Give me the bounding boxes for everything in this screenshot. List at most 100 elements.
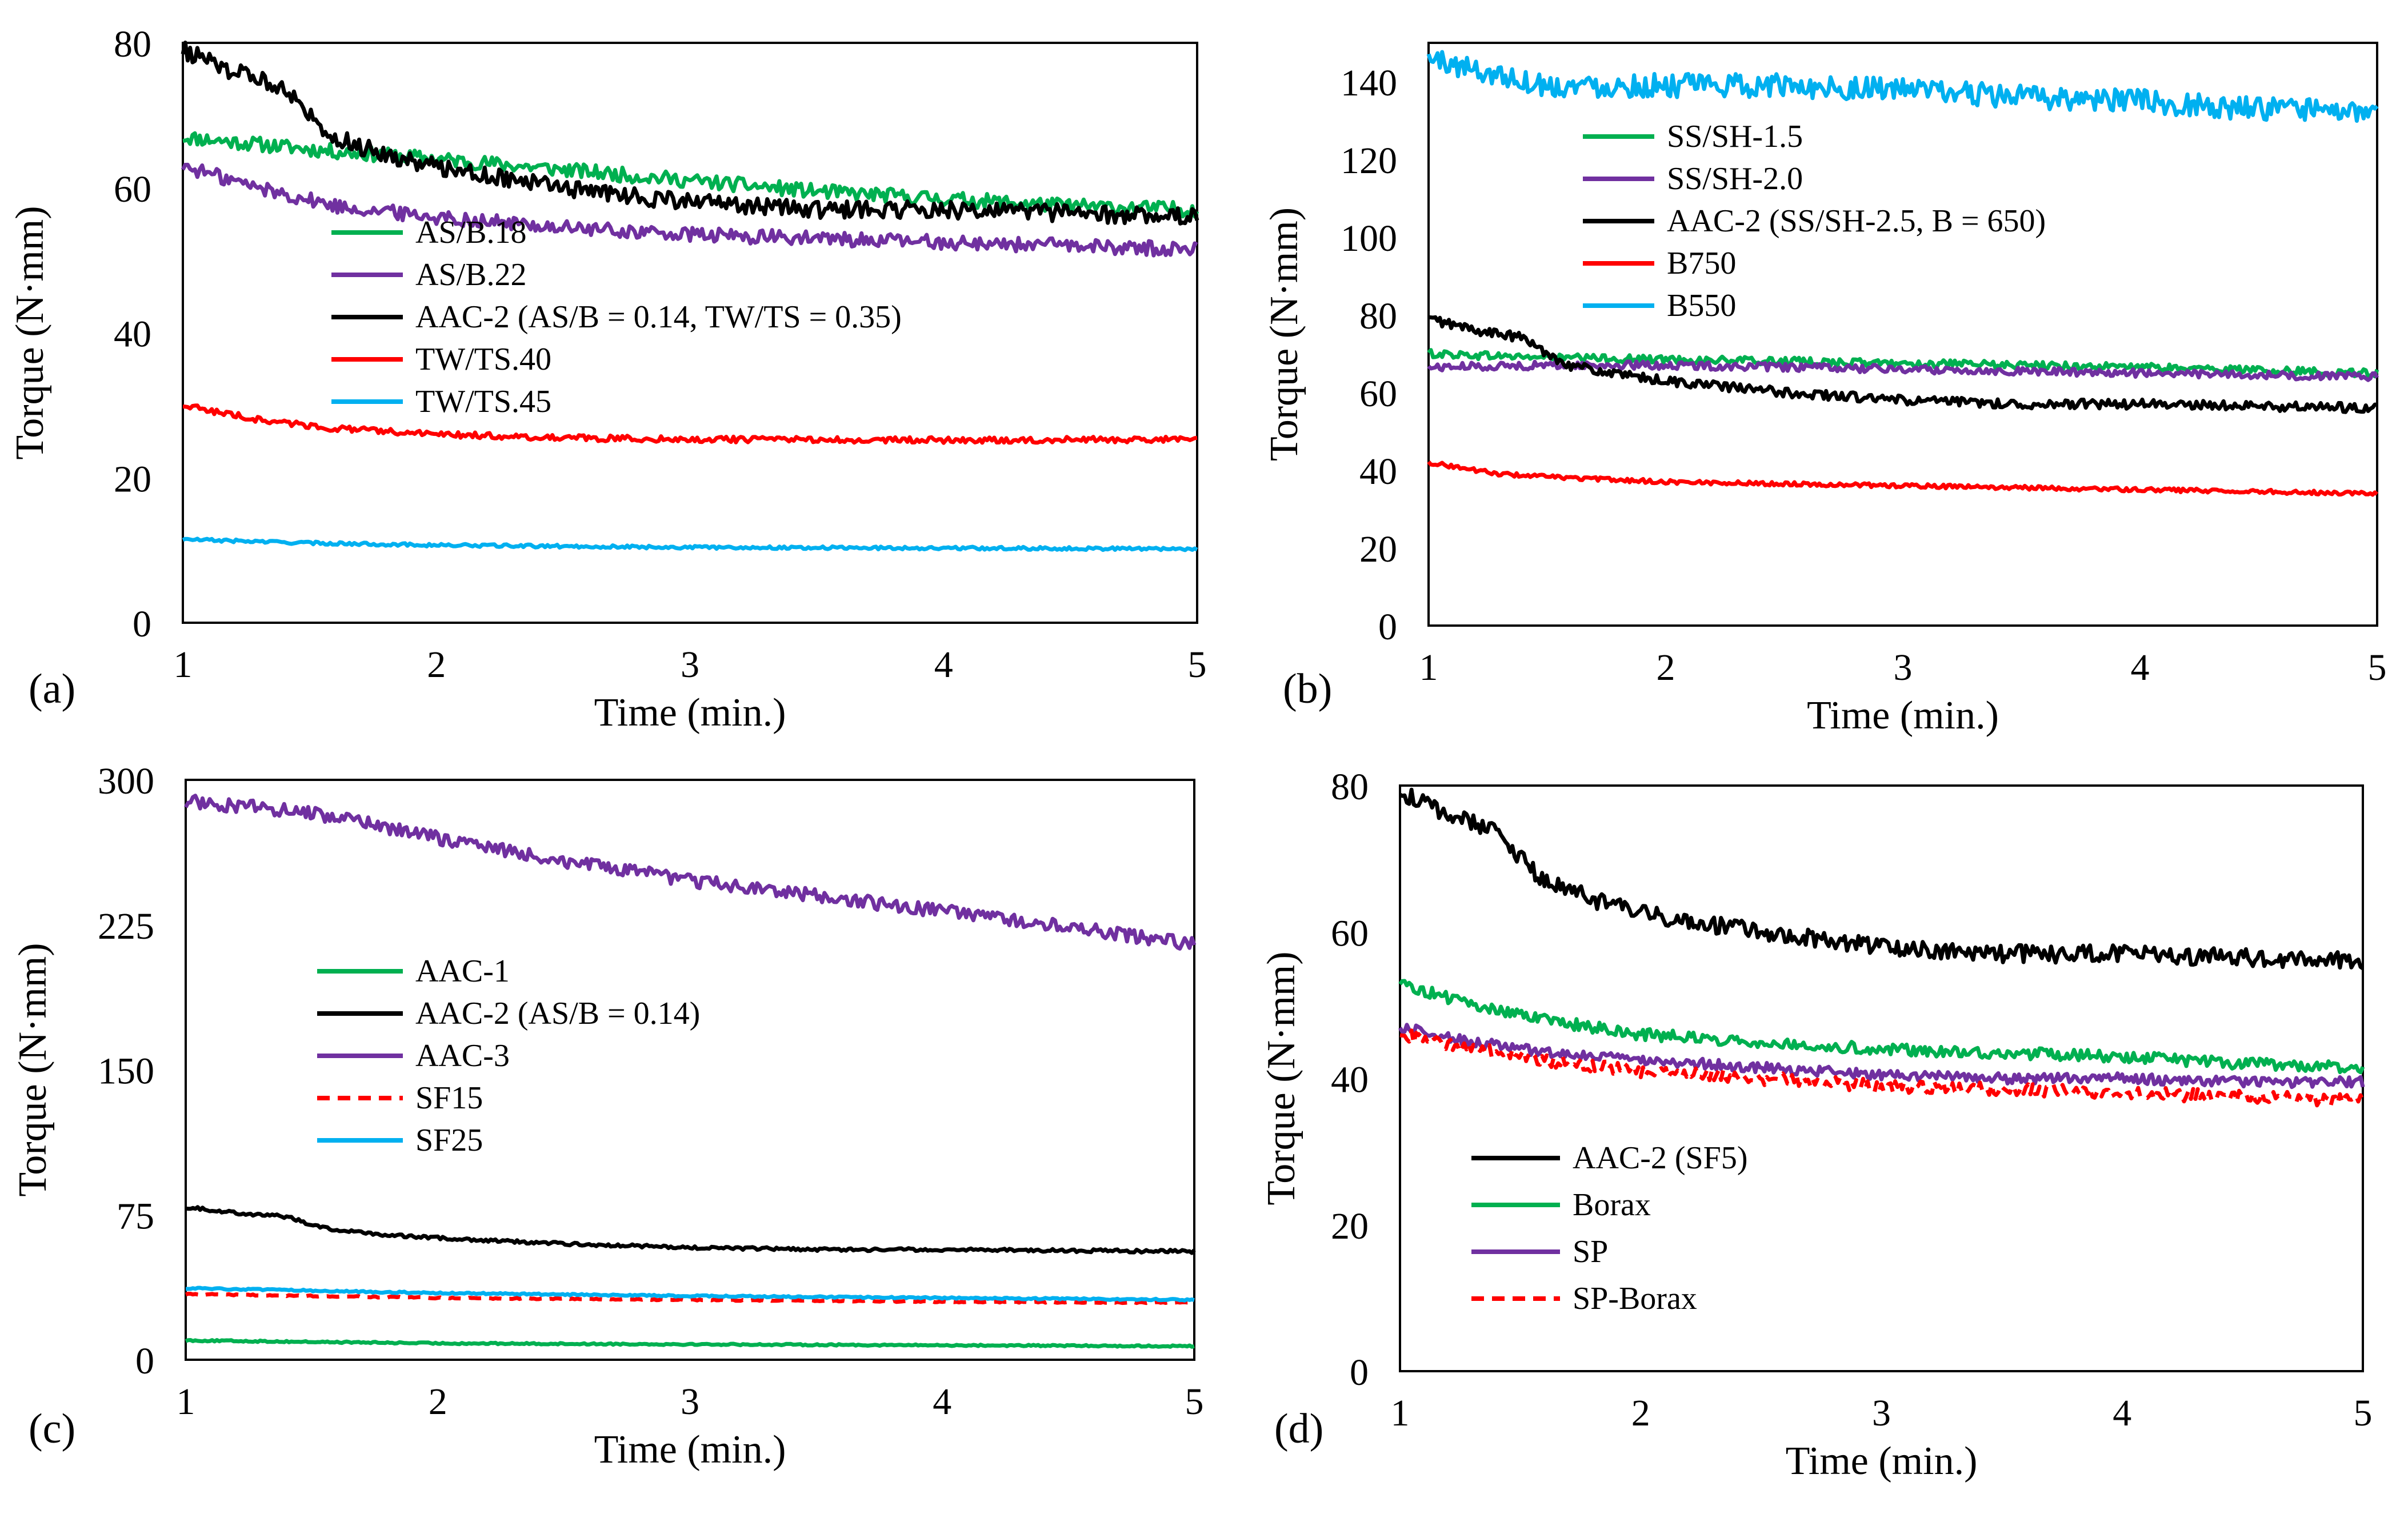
y-tick-label: 60 xyxy=(1331,912,1369,954)
y-tick-label: 80 xyxy=(114,23,151,65)
x-tick-label: 2 xyxy=(429,1381,447,1423)
y-tick-label: 40 xyxy=(114,314,151,355)
legend-label: SF25 xyxy=(415,1123,483,1158)
x-tick-label: 1 xyxy=(174,644,193,686)
y-tick-label: 120 xyxy=(1341,140,1397,182)
y-tick-label: 140 xyxy=(1341,62,1397,104)
legend-label: AAC-2 (SS/SH-2.5, B = 650) xyxy=(1667,203,2046,239)
series-line xyxy=(1398,979,2365,1075)
series-line xyxy=(181,162,1198,258)
series-line xyxy=(185,1205,1196,1255)
legend-label: SF15 xyxy=(415,1080,483,1116)
x-axis-label: Time (min.) xyxy=(594,1428,786,1472)
y-tick-label: 20 xyxy=(1359,528,1397,570)
x-tick-label: 5 xyxy=(1188,644,1207,686)
y-tick-label: 225 xyxy=(98,906,154,947)
legend-label: AAC-3 xyxy=(415,1038,510,1074)
panel-label: (d) xyxy=(1274,1405,1323,1452)
x-axis-label: Time (min.) xyxy=(1807,694,1999,738)
y-tick-label: 0 xyxy=(1350,1352,1369,1393)
x-tick-label: 3 xyxy=(681,1381,699,1423)
x-tick-label: 3 xyxy=(681,644,699,686)
y-tick-label: 100 xyxy=(1341,218,1397,259)
y-tick-label: 0 xyxy=(135,1340,154,1382)
y-tick-label: 150 xyxy=(98,1051,154,1092)
series-line xyxy=(1399,787,2364,971)
legend-label: TW/TS.45 xyxy=(415,384,551,419)
legend-label: SP xyxy=(1573,1234,1608,1269)
series-line xyxy=(185,1338,1195,1349)
chart-panel-a: 0 20 40 60 80 1 2 3 4 5 Time (min.) Torque (N·mm) (a… xyxy=(8,23,1207,735)
series-line xyxy=(182,403,1198,445)
x-tick-label: 5 xyxy=(1185,1381,1204,1423)
series-line xyxy=(182,131,1199,219)
plot-area-frame xyxy=(182,42,1198,624)
y-tick-label: 75 xyxy=(117,1195,154,1237)
x-tick-label: 2 xyxy=(1657,647,1675,688)
legend-label: AAC-2 (AS/B = 0.14, TW/TS = 0.35) xyxy=(415,299,902,335)
series-line xyxy=(1398,1023,2365,1090)
series-line xyxy=(185,1292,1195,1305)
legend-label: TW/TS.40 xyxy=(415,342,551,377)
series-line xyxy=(186,1285,1195,1303)
x-tick-label: 4 xyxy=(2113,1392,2131,1434)
x-tick-label: 1 xyxy=(177,1381,195,1423)
legend-label: SS/SH-1.5 xyxy=(1667,119,1803,154)
legend-label: AS/B.18 xyxy=(415,215,527,250)
y-axis-label: Torque (N·mm) xyxy=(1259,951,1303,1205)
y-tick-label: 80 xyxy=(1331,766,1369,808)
x-tick-label: 5 xyxy=(2368,647,2387,688)
panel-label: (c) xyxy=(29,1405,75,1452)
series-line xyxy=(1426,50,2379,123)
panel-label: (b) xyxy=(1283,666,1332,712)
plot-area-frame xyxy=(185,779,1195,1361)
series-line xyxy=(1427,460,2379,497)
legend-label: Borax xyxy=(1573,1187,1651,1223)
chart-panel-b: 0 20 40 60 80 100 120 140 1 2 3 4 5 Time (min.) Torque… xyxy=(1262,42,2387,738)
legend-label: AAC-2 (SF5) xyxy=(1573,1140,1747,1176)
x-tick-label: 3 xyxy=(1872,1392,1891,1434)
y-axis-label: Torque (N·mm) xyxy=(1262,207,1306,461)
legend-label: B550 xyxy=(1667,288,1736,323)
y-axis-label: Torque (N·mm) xyxy=(11,943,55,1196)
series-line xyxy=(1399,1028,2365,1108)
y-axis-label: Torque (N·mm) xyxy=(8,206,52,459)
x-tick-label: 4 xyxy=(933,1381,951,1423)
series-line xyxy=(181,41,1199,226)
legend-label: AAC-1 xyxy=(415,954,510,989)
series-line xyxy=(1428,315,2378,414)
y-tick-label: 0 xyxy=(133,603,151,645)
series-line xyxy=(183,794,1197,951)
series-line xyxy=(1427,359,2379,382)
x-axis-label: Time (min.) xyxy=(594,691,786,735)
y-tick-label: 40 xyxy=(1359,451,1397,492)
y-tick-label: 0 xyxy=(1378,606,1397,648)
y-tick-label: 40 xyxy=(1331,1059,1369,1101)
x-tick-label: 4 xyxy=(934,644,953,686)
panel-label: (a) xyxy=(29,666,75,712)
x-tick-label: 1 xyxy=(1419,647,1438,688)
chart-panel-d: 0 20 40 60 80 1 2 3 4 5 Time (min.) Torque (N·mm) (d… xyxy=(1259,766,2373,1483)
x-axis-label: Time (min.) xyxy=(1786,1439,1978,1483)
x-tick-label: 3 xyxy=(1894,647,1913,688)
y-tick-label: 60 xyxy=(1359,373,1397,415)
legend-label: SS/SH-2.0 xyxy=(1667,161,1803,197)
y-tick-label: 80 xyxy=(1359,295,1397,337)
y-tick-label: 60 xyxy=(114,169,151,210)
legend-label: AAC-2 (AS/B = 0.14) xyxy=(415,996,700,1031)
y-tick-label: 20 xyxy=(114,458,151,500)
x-tick-label: 4 xyxy=(2131,647,2150,688)
x-tick-label: 5 xyxy=(2354,1392,2373,1434)
x-tick-label: 1 xyxy=(1391,1392,1410,1434)
y-tick-label: 20 xyxy=(1331,1205,1369,1247)
y-tick-label: 300 xyxy=(98,760,154,802)
legend-label: B750 xyxy=(1667,246,1736,281)
legend-label: SP-Borax xyxy=(1573,1281,1697,1316)
plot-area-frame xyxy=(1427,42,2378,627)
x-tick-label: 2 xyxy=(1631,1392,1650,1434)
x-tick-label: 2 xyxy=(427,644,446,686)
series-line xyxy=(182,536,1198,552)
chart-panel-c: 0 75 150 225 300 1 2 3 4 5 Time (min.) Torque (N·mm… xyxy=(11,760,1204,1472)
legend-label: AS/B.22 xyxy=(415,257,527,293)
